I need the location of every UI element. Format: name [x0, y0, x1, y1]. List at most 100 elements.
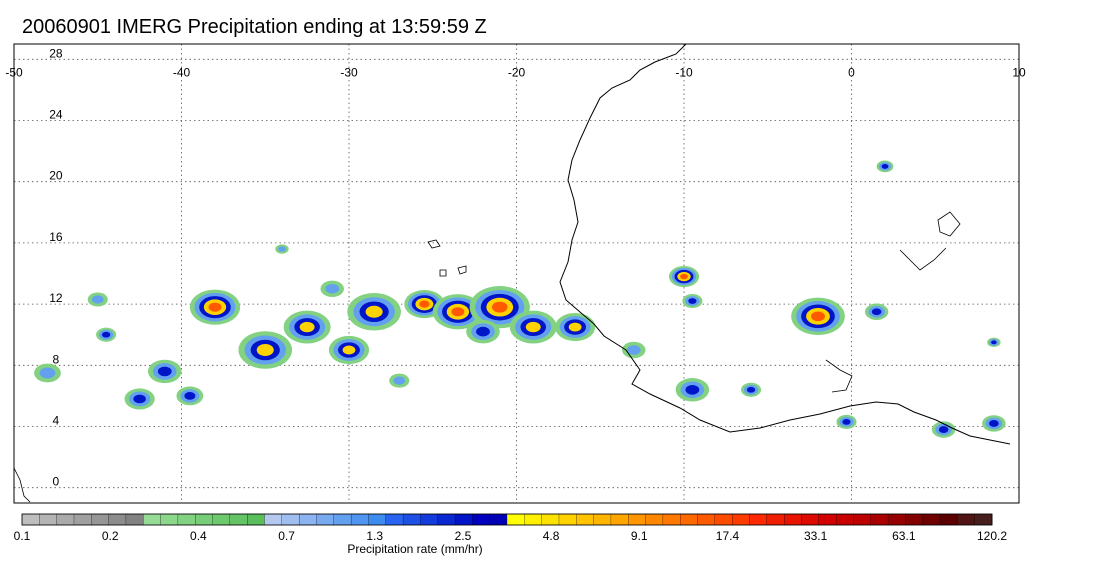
colorbar-tick-label: 0.4 [190, 529, 207, 543]
colorbar-swatch [887, 513, 906, 526]
precip-cell [555, 312, 596, 342]
precip-ring [393, 376, 406, 385]
colorbar-swatch [870, 513, 889, 526]
colorbar-swatch [541, 513, 560, 526]
lat-tick-label: 16 [49, 230, 63, 244]
colorbar-tick-label: 1.3 [366, 529, 384, 543]
lat-tick-label: 24 [49, 108, 63, 122]
south-america-coastline [14, 467, 31, 503]
precip-ring [278, 246, 286, 252]
colorbar-swatch [143, 513, 162, 526]
lon-tick-label: -10 [675, 65, 693, 79]
colorbar-swatch [39, 513, 58, 526]
colorbar-swatch [783, 513, 802, 526]
colorbar-swatch [801, 513, 820, 526]
precip-ring [419, 300, 430, 308]
precip-ring [184, 392, 196, 400]
colorbar-swatch [714, 513, 733, 526]
precip-cell [740, 382, 762, 397]
colorbar-tick-label: 2.5 [454, 529, 472, 543]
precip-ring [568, 322, 582, 332]
precip-ring [746, 386, 756, 393]
colorbar-swatch [420, 513, 439, 526]
colorbar-swatch [939, 513, 958, 526]
colorbar-swatch [368, 513, 387, 526]
lat-tick-label: 12 [49, 291, 63, 305]
colorbar-swatch [56, 513, 75, 526]
precip-ring [811, 311, 825, 322]
colorbar-swatch [212, 513, 231, 526]
longitude-labels: -50 -40 -30 -20 -10 0 10 [5, 65, 1026, 79]
precip-ring [688, 298, 697, 304]
precip-cell [876, 160, 894, 173]
lat-tick-label: 8 [53, 352, 60, 366]
lat-tick-label: 28 [49, 46, 63, 60]
precip-ring [451, 307, 465, 317]
colorbar-swatch [108, 513, 127, 526]
colorbar-tick-label: 33.1 [803, 529, 828, 543]
precip-cell [931, 421, 956, 438]
precip-ring [991, 340, 997, 345]
map-frame [13, 43, 1020, 504]
precip-ring [256, 344, 274, 356]
colorbar-swatch [835, 513, 854, 526]
colorbar-swatch [472, 513, 491, 526]
africa-coastline [559, 44, 1011, 445]
river-outline [899, 247, 947, 271]
colorbar-swatch [558, 513, 577, 526]
precip-cell [682, 294, 703, 309]
precip-cell [836, 414, 857, 429]
lon-tick-label: -30 [340, 65, 358, 79]
precip-ring [299, 321, 315, 333]
colorbar-tick-label: 0.7 [278, 529, 295, 543]
precip-ring [476, 326, 490, 337]
precip-cell [668, 266, 700, 288]
precip-ring [842, 419, 851, 425]
colorbar-title: Precipitation rate (mm/hr) [347, 542, 483, 556]
lat-tick-label: 20 [49, 169, 63, 183]
colorbar-swatch [593, 513, 612, 526]
precip-ring [871, 308, 882, 316]
lon-tick-label: -20 [508, 65, 526, 79]
colorbar-swatch [957, 513, 976, 526]
lon-tick-label: 10 [1012, 65, 1026, 79]
colorbar-swatch [160, 513, 179, 526]
chart-title: 20060901 IMERG Precipitation ending at 1… [22, 16, 487, 38]
colorbar-swatch [125, 513, 144, 526]
grid-lines [14, 44, 1019, 503]
precip-ring [91, 295, 104, 304]
colorbar-swatch [524, 513, 543, 526]
colorbar-swatch [662, 513, 681, 526]
precip-cell [320, 280, 344, 298]
colorbar-swatch [437, 513, 456, 526]
precip-cell [283, 310, 331, 344]
colorbar-swatch [281, 513, 300, 526]
colorbar-swatch [350, 513, 369, 526]
colorbar-swatch [229, 513, 248, 526]
island-outline [439, 269, 447, 277]
precip-cell [87, 292, 108, 307]
precip-ring [491, 301, 508, 313]
volta-lake-outline [825, 359, 853, 393]
colorbar-swatch [333, 513, 352, 526]
precip-ring [626, 345, 641, 355]
precip-cell [622, 341, 646, 359]
colorbar-swatch [402, 513, 421, 526]
precip-ring [525, 321, 541, 333]
colorbar-swatch [680, 513, 698, 526]
precip-ring [325, 284, 340, 294]
precip-cell [124, 388, 155, 410]
colorbar-swatch [264, 513, 283, 526]
precip-cell [987, 337, 1001, 348]
colorbar-swatch [576, 513, 595, 526]
precip-ring [101, 331, 111, 338]
colorbar-swatch [21, 513, 40, 526]
colorbar-tick-label: 9.1 [630, 529, 648, 543]
precip-cell [791, 297, 845, 336]
colorbar-swatch [922, 513, 941, 526]
lat-tick-label: 4 [53, 414, 60, 428]
precip-cell [189, 289, 241, 325]
precip-ring [133, 394, 146, 404]
